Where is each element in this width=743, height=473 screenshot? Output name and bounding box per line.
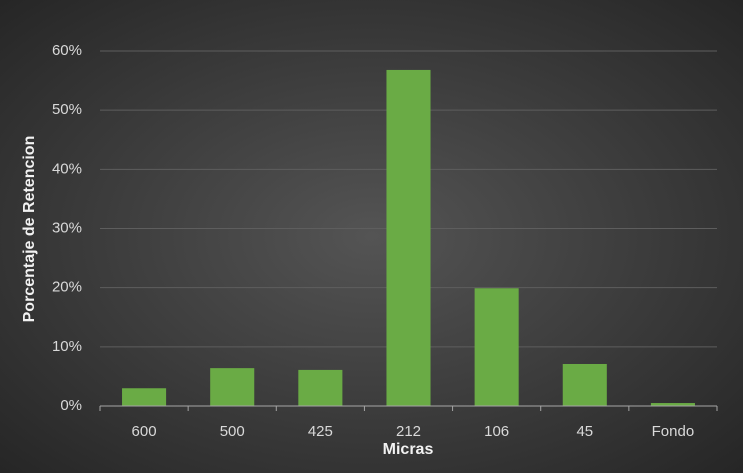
bar	[298, 369, 343, 406]
x-tick-label: 600	[132, 423, 157, 440]
x-tick-label: Fondo	[652, 423, 695, 440]
bar	[650, 403, 695, 406]
x-tick-label: 425	[308, 423, 333, 440]
x-tick-label: 45	[576, 423, 593, 440]
bar	[562, 363, 607, 406]
x-tick-label: 212	[396, 423, 421, 440]
y-tick-label: 0%	[60, 397, 82, 414]
y-tick-label: 30%	[52, 219, 82, 236]
x-tick-label: 106	[484, 423, 509, 440]
y-tick-label: 40%	[52, 160, 82, 177]
y-tick-label: 60%	[52, 42, 82, 59]
bar	[122, 388, 167, 406]
x-tick-label: 500	[220, 423, 245, 440]
bar	[474, 288, 519, 406]
bar	[210, 368, 255, 406]
y-tick-label: 10%	[52, 338, 82, 355]
x-axis-title: Micras	[383, 441, 434, 458]
bar	[386, 69, 431, 406]
y-axis-title: Porcentaje de Retencion	[21, 136, 38, 323]
y-tick-label: 50%	[52, 101, 82, 118]
y-tick-label: 20%	[52, 279, 82, 296]
